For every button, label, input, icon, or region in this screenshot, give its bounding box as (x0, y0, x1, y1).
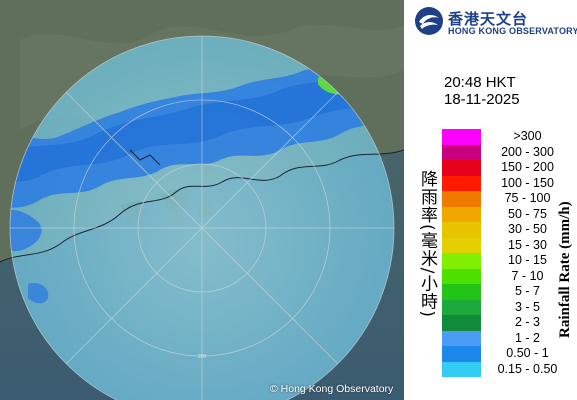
legend-row: 0.50 - 1 (442, 346, 572, 362)
radar-map-svg: 200 (0, 0, 404, 400)
legend-swatch (442, 330, 481, 346)
legend-row: 50 - 75 (442, 206, 572, 222)
legend-row: 100 - 150 (442, 175, 572, 191)
range-rings (9, 35, 395, 400)
hko-logo-icon (415, 7, 443, 35)
legend-swatch (442, 160, 481, 176)
legend-row: 10 - 15 (442, 253, 572, 269)
legend-row: 200 - 300 (442, 144, 572, 160)
legend-label: 15 - 30 (508, 237, 547, 252)
legend-title-cn: 降雨率(毫米/小時) (417, 170, 437, 318)
legend-label: 150 - 200 (501, 160, 554, 174)
legend-row: 7 - 10 (442, 268, 572, 284)
legend-row: 30 - 50 (442, 222, 572, 238)
legend-swatch (442, 237, 481, 253)
legend-title-en: Rainfall Rate (mm/h) (557, 201, 573, 339)
legend-panel: 香港天文台 HONG KONG OBSERVATORY 20:48 HKT 18… (404, 0, 577, 400)
legend-row: 3 - 5 (442, 299, 572, 315)
legend-label: 0.15 - 0.50 (497, 361, 558, 376)
legend-swatch (442, 315, 481, 331)
legend-swatch (442, 144, 481, 160)
legend-label: 75 - 100 (504, 191, 551, 205)
radar-map: 200 © Hong Kong Observatory (0, 0, 404, 400)
legend-row: 1 - 2 (442, 330, 572, 346)
legend-row: 0.15 - 0.50 (442, 361, 572, 377)
rain-patch-south (28, 282, 49, 304)
legend-row: 150 - 200 (442, 160, 572, 176)
legend-swatch (442, 129, 481, 145)
timestamp-date: 18-11-2025 (444, 91, 520, 108)
coastlines (0, 149, 404, 263)
legend-swatch (442, 361, 481, 377)
legend-label: 100 - 150 (501, 175, 554, 190)
legend-label: 30 - 50 (508, 222, 547, 236)
legend-label: >300 (513, 129, 542, 143)
legend-row: >300 (442, 129, 572, 145)
legend-swatch (442, 284, 481, 300)
legend-label: 0.50 - 1 (506, 346, 549, 360)
legend-swatch (442, 253, 481, 269)
legend-swatch (442, 191, 481, 207)
legend-swatch (442, 206, 481, 222)
legend-row: 5 - 7 (442, 284, 572, 300)
legend-swatch (442, 346, 481, 362)
legend-label: 10 - 15 (508, 253, 547, 267)
legend-label: 7 - 10 (511, 268, 544, 283)
legend-label: 200 - 300 (501, 144, 554, 159)
map-copyright: © Hong Kong Observatory (270, 383, 394, 395)
hko-logo: 香港天文台 HONG KONG OBSERVATORY (414, 6, 577, 40)
legend-label: 5 - 7 (514, 284, 540, 298)
legend-label: 1 - 2 (514, 330, 540, 345)
logo-text-en: HONG KONG OBSERVATORY (448, 26, 577, 36)
legend-row: 2 - 3 (442, 315, 572, 331)
timestamp-time: 20:48 HKT (444, 74, 516, 91)
legend-row: 15 - 30 (442, 237, 572, 253)
timestamp: 20:48 HKT 18-11-2025 (444, 74, 520, 108)
legend-label: 50 - 75 (508, 206, 547, 221)
legend-swatch (442, 175, 481, 191)
range-ring-label: 200 (198, 354, 207, 360)
legend-row: 75 - 100 (442, 191, 572, 207)
legend-swatch (442, 222, 481, 238)
legend-swatch (442, 268, 481, 284)
legend-label: 3 - 5 (514, 299, 540, 314)
rainfall-legend: >300 200 - 300 150 - 200 100 - 150 75 - 100 5… (442, 129, 572, 377)
legend-label: 2 - 3 (514, 315, 540, 329)
logo-text-cn: 香港天文台 (448, 10, 529, 28)
legend-swatch (442, 299, 481, 315)
